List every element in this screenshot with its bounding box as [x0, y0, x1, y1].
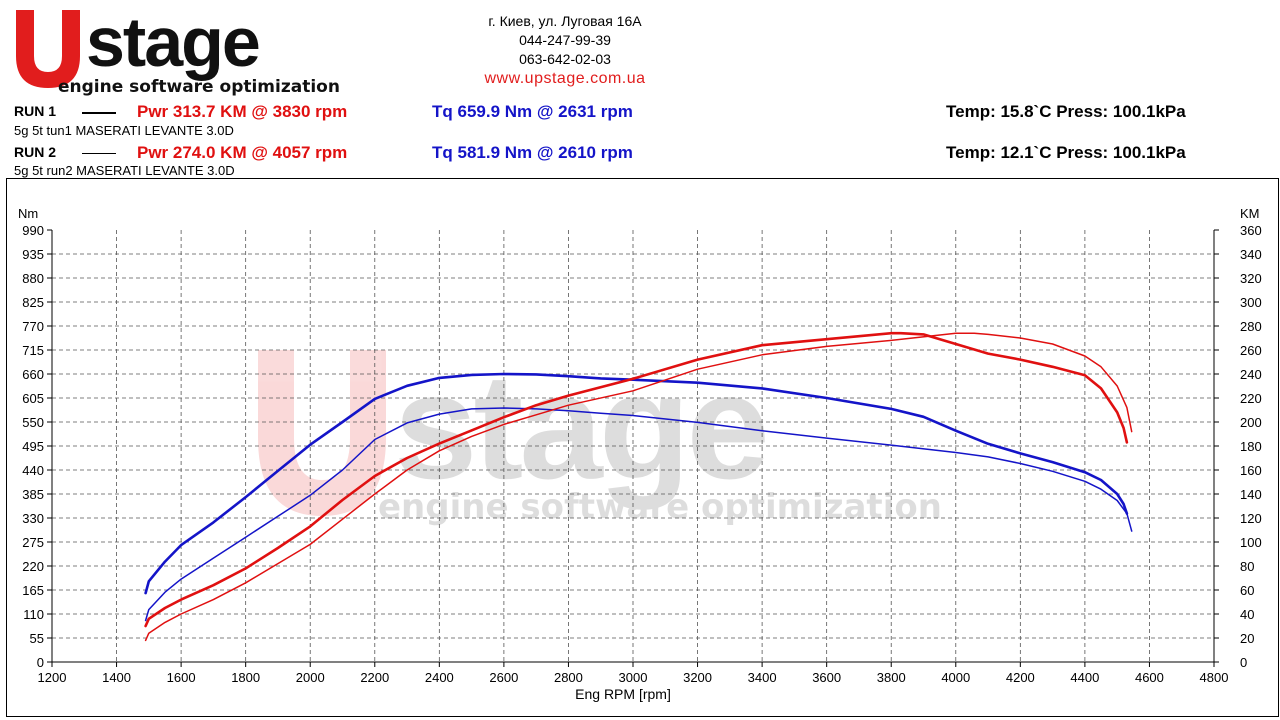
run-2-description: 5g 5t run2 MASERATI LEVANTE 3.0D — [14, 163, 235, 178]
run-1-conditions: Temp: 15.8`C Press: 100.1kPa — [946, 102, 1186, 121]
logo-tagline: engine software optimization — [58, 77, 340, 96]
contact-info: г. Киев, ул. Луговая 16А 044-247-99-39 0… — [440, 12, 690, 88]
run-2-label: RUN 2 — [14, 144, 57, 160]
run-1-description: 5g 5t tun1 MASERATI LEVANTE 3.0D — [14, 123, 234, 138]
y-right-tick-label: 220 — [1240, 391, 1262, 406]
y-right-tick-label: 80 — [1240, 559, 1254, 574]
x-tick-label: 2600 — [489, 670, 518, 685]
y-left-tick-label: 330 — [22, 511, 44, 526]
y-left-tick-label: 385 — [22, 487, 44, 502]
y-left-axis-label: Nm — [18, 206, 38, 221]
y-right-tick-label: 40 — [1240, 607, 1254, 622]
y-left-tick-label: 990 — [22, 223, 44, 238]
y-right-tick-label: 280 — [1240, 319, 1262, 334]
run-2-power-curve — [144, 332, 1133, 642]
y-left-tick-label: 825 — [22, 295, 44, 310]
run-2-torque-curve — [144, 407, 1133, 622]
y-left-tick-label: 275 — [22, 535, 44, 550]
y-right-tick-label: 140 — [1240, 487, 1262, 502]
x-tick-label: 2000 — [296, 670, 325, 685]
y-left-tick-label: 715 — [22, 343, 44, 358]
y-right-tick-label: 0 — [1240, 655, 1247, 670]
run-1-summary: RUN 1 Pwr 313.7 KM @ 3830 rpm Tq 659.9 N… — [14, 102, 1274, 122]
y-left-tick-label: 550 — [22, 415, 44, 430]
x-tick-label: 1200 — [38, 670, 67, 685]
y-right-tick-label: 180 — [1240, 439, 1262, 454]
x-tick-label: 3800 — [877, 670, 906, 685]
run-1-torque: Tq 659.9 Nm @ 2631 rpm — [432, 102, 633, 121]
y-left-tick-label: 605 — [22, 391, 44, 406]
run-2-summary: RUN 2 Pwr 274.0 KM @ 4057 rpm Tq 581.9 N… — [14, 143, 1274, 163]
y-left-tick-label: 55 — [30, 631, 44, 646]
run-2-conditions: Temp: 12.1`C Press: 100.1kPa — [946, 143, 1186, 162]
x-tick-label: 2400 — [425, 670, 454, 685]
y-right-tick-label: 240 — [1240, 367, 1262, 382]
y-right-tick-label: 100 — [1240, 535, 1262, 550]
y-left-tick-label: 110 — [23, 607, 44, 622]
y-right-tick-label: 340 — [1240, 247, 1262, 262]
x-tick-label: 1600 — [167, 670, 196, 685]
logo-stage-text: stage — [86, 4, 259, 81]
run-2-power: Pwr 274.0 KM @ 4057 rpm — [137, 143, 348, 162]
x-tick-label: 4400 — [1070, 670, 1099, 685]
y-right-tick-label: 20 — [1240, 631, 1254, 646]
y-left-tick-label: 165 — [22, 583, 44, 598]
x-tick-label: 1800 — [231, 670, 260, 685]
x-tick-label: 4600 — [1135, 670, 1164, 685]
x-tick-label: 3400 — [748, 670, 777, 685]
y-left-tick-label: 880 — [22, 271, 44, 286]
phone-1: 044-247-99-39 — [519, 32, 611, 48]
y-right-tick-label: 60 — [1240, 583, 1254, 598]
x-tick-label: 2200 — [360, 670, 389, 685]
x-tick-label: 3000 — [619, 670, 648, 685]
x-tick-label: 4200 — [1006, 670, 1035, 685]
x-axis-label: Eng RPM [rpm] — [575, 686, 671, 702]
y-right-tick-label: 120 — [1240, 511, 1262, 526]
upstage-logo: stage engine software optimization — [16, 4, 340, 96]
x-tick-label: 3200 — [683, 670, 712, 685]
y-right-axis-label: KM — [1240, 206, 1260, 221]
y-right-tick-label: 320 — [1240, 271, 1262, 286]
y-left-tick-label: 0 — [37, 655, 44, 670]
x-tick-label: 4800 — [1200, 670, 1229, 685]
run-2-line-sample — [82, 153, 116, 154]
svg-text:engine software optimization: engine software optimization — [378, 487, 942, 527]
chart-frame — [6, 178, 1279, 717]
address: г. Киев, ул. Луговая 16А — [488, 13, 642, 29]
run-1-power: Pwr 313.7 KM @ 3830 rpm — [137, 102, 348, 121]
y-right-tick-label: 160 — [1240, 463, 1262, 478]
y-left-tick-label: 935 — [22, 247, 44, 262]
y-right-tick-label: 360 — [1240, 223, 1262, 238]
y-right-tick-label: 200 — [1240, 415, 1262, 430]
y-left-tick-label: 440 — [22, 463, 44, 478]
y-left-tick-label: 495 — [22, 439, 44, 454]
website-link[interactable]: www.upstage.com.ua — [484, 70, 646, 87]
x-tick-label: 3600 — [812, 670, 841, 685]
run-1-torque-curve — [144, 372, 1129, 595]
run-1-line-sample — [82, 112, 116, 114]
x-tick-label: 2800 — [554, 670, 583, 685]
y-left-tick-label: 220 — [22, 559, 44, 574]
x-tick-label: 4000 — [941, 670, 970, 685]
y-right-tick-label: 260 — [1240, 343, 1262, 358]
x-tick-label: 1400 — [102, 670, 131, 685]
svg-text:stage: stage — [394, 342, 766, 510]
run-1-label: RUN 1 — [14, 103, 57, 119]
y-left-tick-label: 770 — [22, 319, 44, 334]
phone-2: 063-642-02-03 — [519, 51, 611, 67]
y-right-tick-label: 300 — [1240, 295, 1262, 310]
run-2-torque: Tq 581.9 Nm @ 2610 rpm — [432, 143, 633, 162]
y-left-tick-label: 660 — [22, 367, 44, 382]
run-1-power-curve — [144, 331, 1129, 628]
